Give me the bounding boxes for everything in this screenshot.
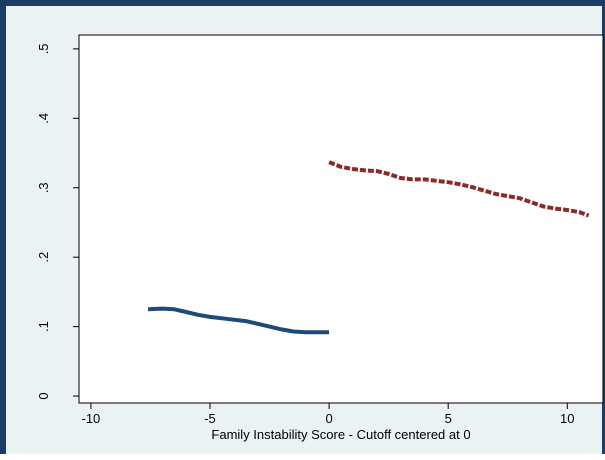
series-line-1 [148,306,330,335]
y-tick-label: .3 [36,182,51,193]
x-tick-label: 10 [560,411,574,426]
axes: -10 -5 0 5 10 0 .1 .2 .3 .4 .5 [36,43,575,426]
y-tick-label: .2 [36,252,51,263]
x-tick-label: -10 [82,411,101,426]
x-tick-label: 0 [325,411,332,426]
y-tick-label: 0 [36,392,51,399]
plot-area [78,34,604,404]
y-tick-label: .5 [36,43,51,54]
y-tick-label: .4 [36,113,51,124]
x-tick-label: -5 [204,411,216,426]
series-line-2 [328,160,590,218]
chart-svg: -10 -5 0 5 10 0 .1 .2 .3 .4 .5 Family Instability … [36,34,604,442]
x-axis-title: Family Instability Score - Cutoff center… [211,427,470,442]
x-tick-label: 5 [445,411,452,426]
y-tick-label: .1 [36,321,51,332]
series-layer [148,160,590,335]
